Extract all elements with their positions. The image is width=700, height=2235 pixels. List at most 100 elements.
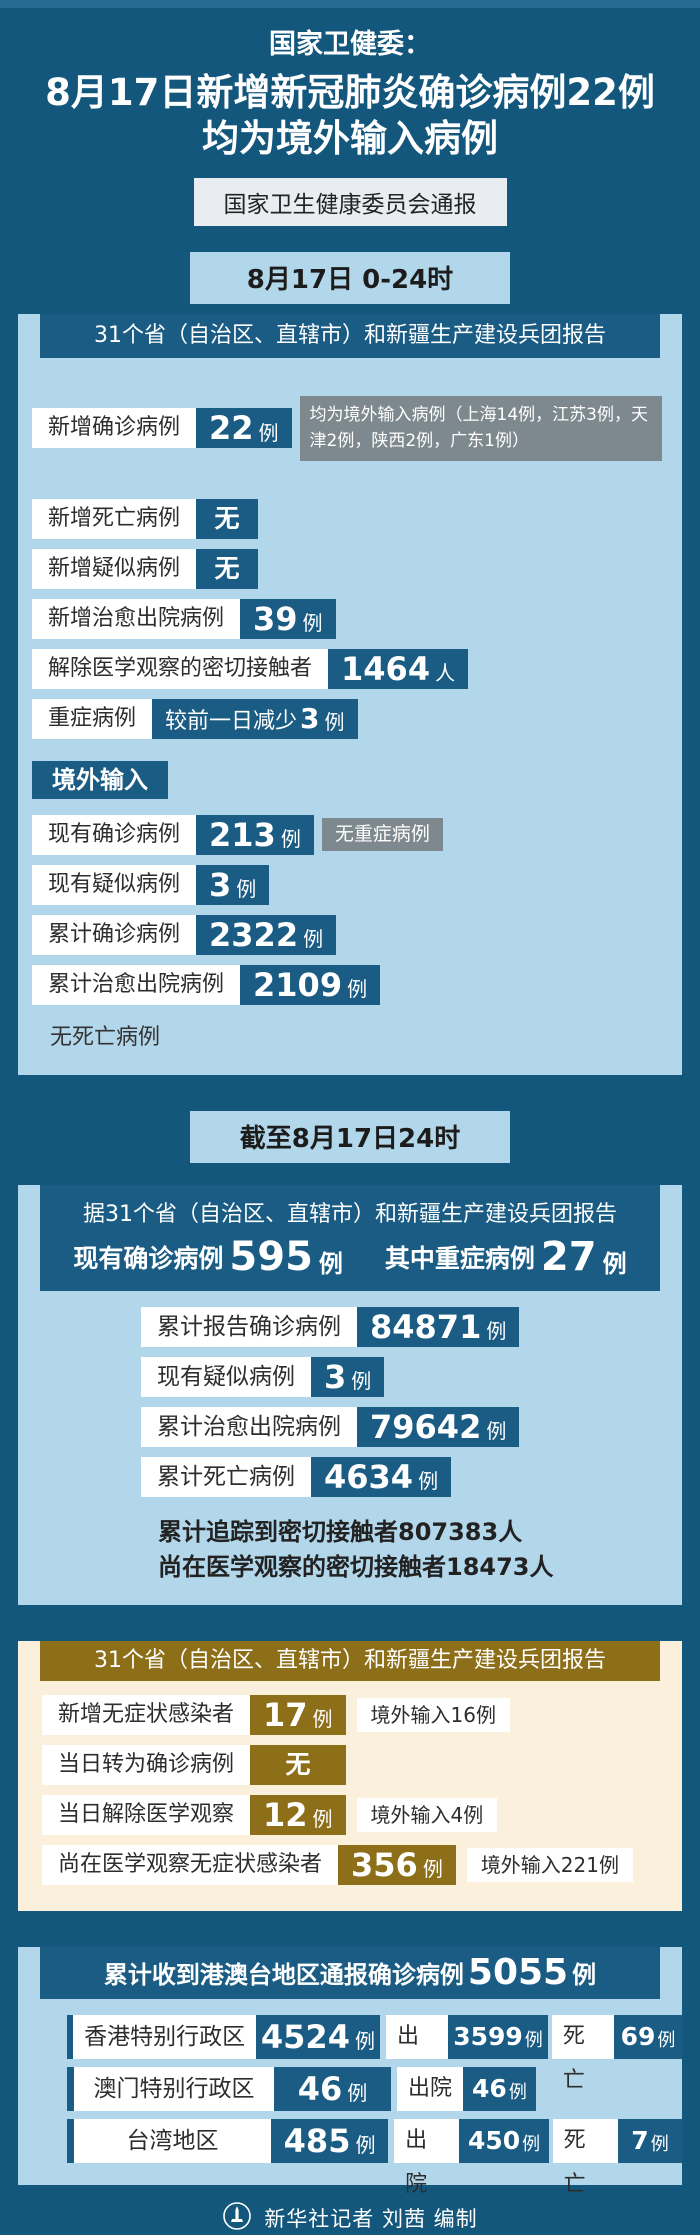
stat-unit: 例 xyxy=(258,420,279,445)
discharge-number: 3599 xyxy=(453,2022,523,2052)
stat-number: 213 xyxy=(209,815,276,854)
stat-note-imported: 境外输入221例 xyxy=(466,1847,633,1882)
note-contacts-under-observation: 尚在医学观察的密切接触者18473人 xyxy=(158,1552,554,1581)
note-contacts-traced: 累计追踪到密切接触者807383人 xyxy=(158,1517,523,1546)
section2-intro-box: 据31个省（自治区、直辖市）和新疆生产建设兵团报告 现有确诊病例 595 例 其… xyxy=(40,1184,660,1291)
subheader-imported: 境外输入 xyxy=(32,760,168,799)
intro-severe-unit: 例 xyxy=(602,1249,627,1278)
region-confirmed-box: 485 例 xyxy=(271,2118,389,2163)
tab-section2-date: 截至8月17日24时 xyxy=(190,1110,510,1163)
section1-report-bar: 31个省（自治区、直辖市）和新疆生产建设兵团报告 xyxy=(40,314,660,358)
footer-credit: 新华社记者 刘茜 编制 xyxy=(264,2206,478,2231)
stat-label: 累计治愈出院病例 xyxy=(32,964,241,1005)
stat-unit: 例 xyxy=(351,1369,372,1394)
death-unit: 例 xyxy=(650,2133,669,2155)
discharge-value-box: 450 例 xyxy=(459,2118,549,2163)
stat-value-box: 22 例 xyxy=(196,408,292,449)
stat-row-total-recovered: 累计治愈出院病例 79642 例 xyxy=(141,1406,682,1447)
stat-prefix: 较前一日减少 xyxy=(165,708,298,734)
stat-number: 3 xyxy=(300,701,320,735)
stat-number: 79642 xyxy=(370,1407,482,1446)
stat-number: 无 xyxy=(214,504,240,534)
stat-row-severe-cases: 重症病例 较前一日减少 3 例 xyxy=(32,698,682,739)
stat-label: 现有疑似病例 xyxy=(141,1356,311,1397)
stat-number: 2109 xyxy=(253,965,343,1004)
stat-unit: 例 xyxy=(303,927,324,952)
stat-unit: 例 xyxy=(312,1707,333,1732)
stat-label: 新增治愈出院病例 xyxy=(32,598,241,639)
stat-value-box: 3 例 xyxy=(311,1356,385,1397)
region-row-macao: 澳门特别行政区 46 例 出院 46 例 xyxy=(67,2066,682,2111)
stat-value-box: 3 例 xyxy=(196,864,270,905)
discharge-label: 出院 xyxy=(385,2014,449,2093)
stat-label: 现有确诊病例 xyxy=(32,814,197,855)
stat-number: 17 xyxy=(263,1695,308,1734)
stat-value-box: 12 例 xyxy=(250,1794,346,1835)
stat-value-box: 356 例 xyxy=(338,1844,456,1885)
stat-label: 累计死亡病例 xyxy=(141,1456,311,1497)
intro-severe-label: 其中重症病例 xyxy=(384,1244,535,1274)
stat-number: 无 xyxy=(214,554,240,584)
stat-row-released-observation: 解除医学观察的密切接触者 1464 人 xyxy=(32,648,682,689)
panel-hk-macao-taiwan: 累计收到港澳台地区通报确诊病例 5055 例 香港特别行政区 4524 例 出院… xyxy=(18,1946,683,2197)
bar-number: 5055 xyxy=(467,1951,569,1993)
stat-number: 3 xyxy=(324,1357,347,1396)
stat-unit: 例 xyxy=(324,710,345,735)
region-confirmed-unit: 例 xyxy=(355,2133,376,2158)
region-label: 澳门特别行政区 xyxy=(74,2066,274,2111)
discharge-label: 出院 xyxy=(394,2118,460,2197)
header: 国家卫健委： 8月17日新增新冠肺炎确诊病例22例 均为境外输入病例 国家卫生健… xyxy=(0,8,700,226)
section3-report-bar: 31个省（自治区、直辖市）和新疆生产建设兵团报告 xyxy=(40,1640,660,1681)
stat-row-new-suspected: 新增疑似病例 无 xyxy=(32,548,682,589)
stat-label: 现有疑似病例 xyxy=(32,864,197,905)
stat-value-box: 84871 例 xyxy=(357,1306,520,1347)
stat-unit: 例 xyxy=(236,877,257,902)
footer: 新华社记者 刘茜 编制 xyxy=(0,2201,700,2235)
stat-label: 新增死亡病例 xyxy=(32,498,197,539)
stat-unit: 例 xyxy=(312,1807,333,1832)
stat-unit: 例 xyxy=(422,1857,443,1882)
discharge-unit: 例 xyxy=(524,2029,543,2051)
stat-unit: 例 xyxy=(486,1419,507,1444)
stat-label: 新增确诊病例 xyxy=(32,408,197,449)
region-label: 台湾地区 xyxy=(73,2118,272,2163)
discharge-unit: 例 xyxy=(508,2081,527,2103)
stat-number: 84871 xyxy=(370,1307,482,1346)
section4-total-bar: 累计收到港澳台地区通报确诊病例 5055 例 xyxy=(40,1946,660,1999)
agency-name: 国家卫健委： xyxy=(269,29,431,60)
bar-prefix: 累计收到港澳台地区通报确诊病例 xyxy=(103,1961,464,1990)
stat-number: 无 xyxy=(285,1750,311,1780)
stat-number: 2322 xyxy=(209,915,299,954)
death-value-box: 7 例 xyxy=(618,2118,682,2163)
row-accent-bar xyxy=(67,2118,74,2163)
stat-value-box: 4634 例 xyxy=(311,1456,452,1497)
stat-row-imported-recovered: 累计治愈出院病例 2109 例 xyxy=(32,964,682,1005)
tab-section1-date: 8月17日 0-24时 xyxy=(190,252,510,304)
stat-label: 当日转为确诊病例 xyxy=(42,1744,251,1785)
death-value-box: 69 例 xyxy=(614,2014,683,2059)
region-confirmed-number: 485 xyxy=(283,2121,351,2160)
stat-row-new-recovered: 新增治愈出院病例 39 例 xyxy=(32,598,682,639)
stat-value-box: 213 例 xyxy=(196,814,314,855)
region-confirmed-unit: 例 xyxy=(347,2081,368,2106)
stat-value-box: 39 例 xyxy=(240,598,336,639)
stat-row-converted-confirmed: 当日转为确诊病例 无 xyxy=(42,1744,682,1785)
stat-row-released-today: 当日解除医学观察 12 例 境外输入4例 xyxy=(42,1794,682,1835)
stat-number: 12 xyxy=(263,1795,308,1834)
row-accent-bar xyxy=(67,2014,74,2059)
intro-active-number: 595 xyxy=(229,1234,313,1281)
discharge-value-box: 46 例 xyxy=(463,2066,536,2111)
section2-intro-line2: 现有确诊病例 595 例 其中重症病例 27 例 xyxy=(40,1236,660,1279)
stat-note-imported: 境外输入4例 xyxy=(356,1797,498,1832)
death-label: 死亡 xyxy=(551,2014,615,2093)
page-title-line1: 8月17日新增新冠肺炎确诊病例22例 xyxy=(45,71,655,114)
stat-value-box: 79642 例 xyxy=(357,1406,520,1447)
stat-unit: 例 xyxy=(347,977,368,1002)
region-row-taiwan: 台湾地区 485 例 出院 450 例 死亡 7 例 xyxy=(67,2118,682,2197)
stat-value-box: 较前一日减少 3 例 xyxy=(152,698,358,739)
stat-label: 重症病例 xyxy=(32,698,153,739)
section2-notes: 累计追踪到密切接触者807383人 尚在医学观察的密切接触者18473人 xyxy=(158,1515,682,1605)
stat-row-imported-cumulative: 累计确诊病例 2322 例 xyxy=(32,914,682,955)
intro-active-label: 现有确诊病例 xyxy=(73,1244,224,1274)
bar-unit: 例 xyxy=(572,1961,597,1990)
